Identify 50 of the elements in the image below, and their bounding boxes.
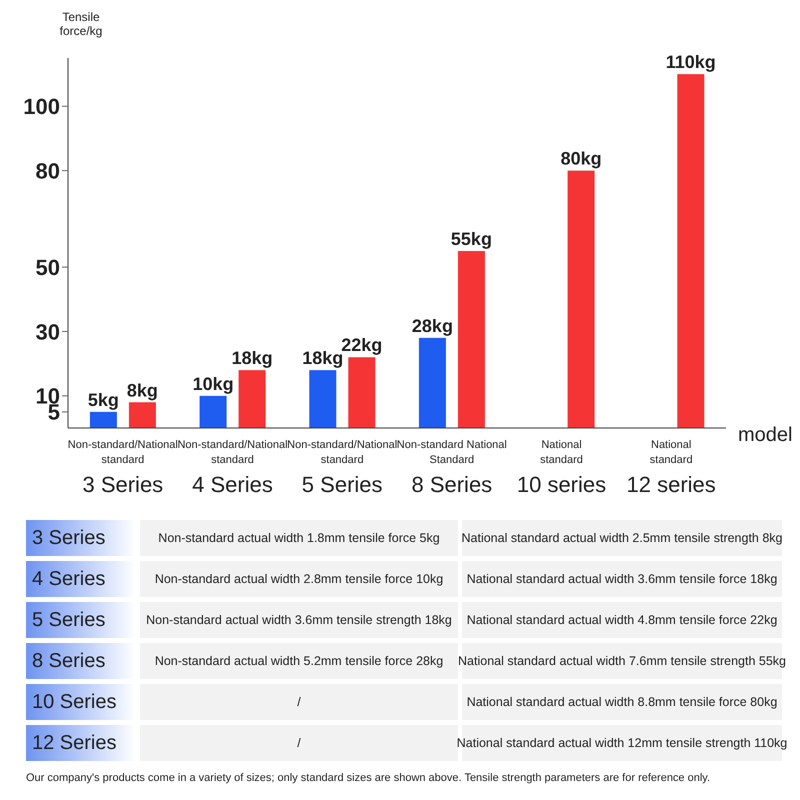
data-label: 28kg	[412, 316, 453, 336]
bar	[348, 357, 376, 428]
x-tick-label: Non-standard/National standard 4 Series	[177, 439, 288, 497]
y-tick-label: 50	[36, 254, 60, 280]
data-label: 10kg	[192, 374, 234, 394]
text: National standard actual width 4.8mm tensile force 22kg	[462, 602, 782, 638]
text: Our company's products come in a variety of sizes; only standard sizes are shown above. Tensile strength parameters are for reference only.	[26, 772, 710, 784]
text: National standard actual width 3.6mm tensile force 18kg	[462, 561, 782, 597]
x-tick-label: National standard 10 series	[516, 439, 606, 497]
bar	[128, 402, 156, 428]
x-tick-label: Non-standard National Standard 8 Series	[396, 439, 507, 497]
bar	[309, 370, 336, 428]
y-axis-title: Tensile force/kg	[58, 10, 104, 38]
text: 5 Series	[26, 602, 136, 638]
text: Non-standard actual width 3.6mm tensile strength 18kg	[140, 602, 458, 638]
bar	[677, 74, 704, 428]
bar	[90, 412, 117, 428]
bar	[238, 370, 266, 428]
text: National standard actual width 12mm tensile strength 110kg	[456, 735, 788, 752]
bar	[200, 396, 227, 428]
bar	[568, 170, 595, 428]
text: 10 Series	[26, 684, 136, 720]
data-label: 55kg	[450, 229, 492, 250]
text: Non-standard actual width 5.2mm tensile force 28kg	[140, 643, 458, 679]
text: National standard actual width 8.8mm tensile force 80kg	[462, 684, 782, 720]
data-label: 110kg	[666, 52, 716, 72]
data-label: 18kg	[232, 348, 273, 368]
data-label: 8kg	[126, 380, 158, 400]
x-axis-title: model	[738, 424, 792, 447]
text: /	[140, 684, 458, 720]
text: Non-standard actual width 1.8mm tensile force 5kg	[140, 520, 458, 556]
text: Non-standard actual width 2.8mm tensile force 10kg	[140, 561, 458, 597]
bar	[458, 251, 485, 428]
data-label: 5kg	[88, 390, 119, 410]
y-tick-label: 30	[36, 319, 60, 344]
x-tick-label: National standard 12 series	[626, 439, 716, 497]
text: 12 Series	[26, 725, 136, 761]
x-tick-label: Non-standard/National standard 5 Series	[287, 439, 398, 497]
text: 4 Series	[26, 561, 136, 597]
y-tick-label: 80	[36, 158, 60, 184]
y-tick-label: 100	[23, 94, 60, 120]
text: 3 Series	[26, 520, 136, 556]
x-tick-label: Non-standard/National standard 3 Series	[68, 439, 178, 497]
text: /	[140, 725, 458, 761]
data-label: 80kg	[560, 148, 602, 169]
text: National standard actual width 7.6mm tensile strength 55kg	[458, 653, 786, 670]
text: 8 Series	[26, 643, 136, 679]
text: National standard actual width 2.5mm tensile strength 8kg	[462, 520, 783, 556]
data-label: 22kg	[341, 335, 382, 356]
bar	[418, 338, 446, 428]
